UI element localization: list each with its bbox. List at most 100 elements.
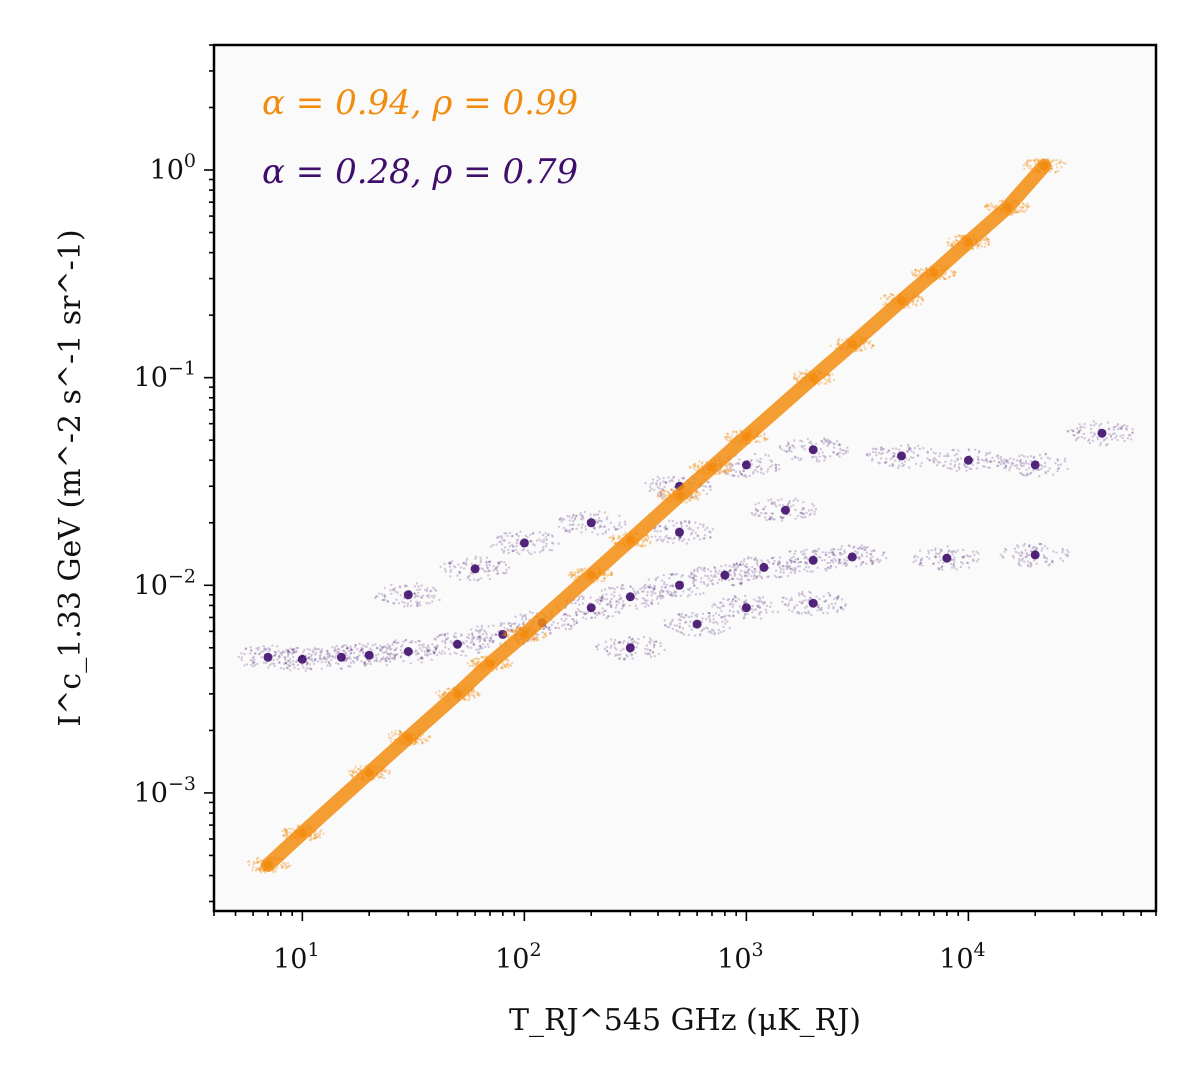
scatter-dot [732,598,735,601]
scatter-dot [492,640,495,643]
scatter-dot [445,638,448,641]
scatter-dot [309,835,312,838]
scatter-dot [379,649,382,652]
scatter-dot [307,656,310,659]
scatter-dot [853,545,856,548]
scatter-dot [369,647,372,650]
scatter-dot [612,537,615,540]
scatter-dot [664,586,668,589]
scatter-dot [645,594,649,597]
scatter-dot [455,652,458,655]
scatter-dot [803,371,806,375]
scatter-dot [803,557,806,560]
scatter-dot [658,524,661,528]
scatter-dot [1006,459,1010,462]
scatter-dot [938,452,942,455]
scatter-dot [698,592,702,596]
scatter-dot [985,458,988,462]
scatter-dot [916,299,920,302]
scatter-dot [648,542,652,545]
scatter-dot [505,568,508,571]
scatter-dot [651,651,655,654]
scatter-dot [458,578,462,581]
scatter-dot [593,616,597,619]
scatter-dot [316,660,320,663]
scatter-dot [669,537,673,540]
scatter-dot [291,648,294,651]
scatter-dot [377,653,380,656]
scatter-dot [356,657,359,660]
scatter-dot [394,639,397,642]
scatter-dot [882,303,885,306]
scatter-dot [571,573,574,576]
scatter-dot [999,458,1003,461]
scatter-dot [257,648,260,651]
scatter-dot [273,662,276,665]
scatter-dot [351,659,355,663]
scatter-dot [707,616,710,619]
scatter-dot [933,457,936,460]
scatter-dot [987,238,991,241]
scatter-dot [717,578,721,581]
scatter-dot [594,599,598,602]
scatter-dot [349,773,352,776]
scatter-dot [522,621,525,624]
scatter-dot [279,652,282,655]
scatter-dot [792,560,796,564]
scatter-dot [709,620,712,623]
scatter-dot [936,464,939,467]
scatter-dot [908,466,911,469]
scatter-dot [431,643,434,646]
scatter-dot [675,594,678,598]
scatter-dot [582,597,585,601]
scatter-dot [836,596,840,600]
scatter-dot [548,548,552,552]
scatter-dot [839,606,843,609]
scatter-dot [610,573,613,577]
scatter-dot [615,528,618,531]
scatter-dot [603,579,606,583]
scatter-dot [914,271,917,274]
scatter-dot [1047,564,1050,567]
scatter-dot [770,464,774,467]
scatter-dot [596,533,599,536]
scatter-point [403,590,413,600]
scatter-dot [790,596,793,600]
scatter-point [470,564,480,574]
scatter-dot [1029,472,1032,475]
scatter-dot [1025,163,1028,166]
scatter-dot [485,564,488,567]
scatter-dot [983,239,986,242]
scatter-dot [1003,458,1006,461]
scatter-dot [305,663,309,667]
scatter-dot [474,555,478,558]
scatter-dot [499,642,502,645]
scatter-dot [604,572,607,576]
scatter-dot [938,555,941,559]
scatter-dot [695,490,698,493]
scatter-dot [509,630,512,633]
scatter-dot [618,656,621,660]
scatter-dot [541,631,544,634]
scatter-dot [250,649,253,652]
scatter-dot [331,655,334,658]
scatter-dot [735,462,738,466]
scatter-dot [532,532,535,535]
scatter-dot [692,581,695,585]
scatter-dot [296,646,300,650]
scatter-dot [1046,456,1049,459]
scatter-dot [943,277,946,281]
scatter-dot [866,452,869,456]
scatter-dot [800,457,803,460]
scatter-dot [255,867,258,870]
scatter-dot [793,372,796,375]
scatter-dot [739,560,743,563]
scatter-dot [399,731,402,734]
scatter-dot [491,543,495,547]
scatter-dot [867,342,871,345]
scatter-dot [663,648,666,652]
scatter-dot [659,590,662,593]
scatter-dot [1004,464,1008,468]
scatter-dot [792,504,795,507]
scatter-dot [504,563,508,567]
